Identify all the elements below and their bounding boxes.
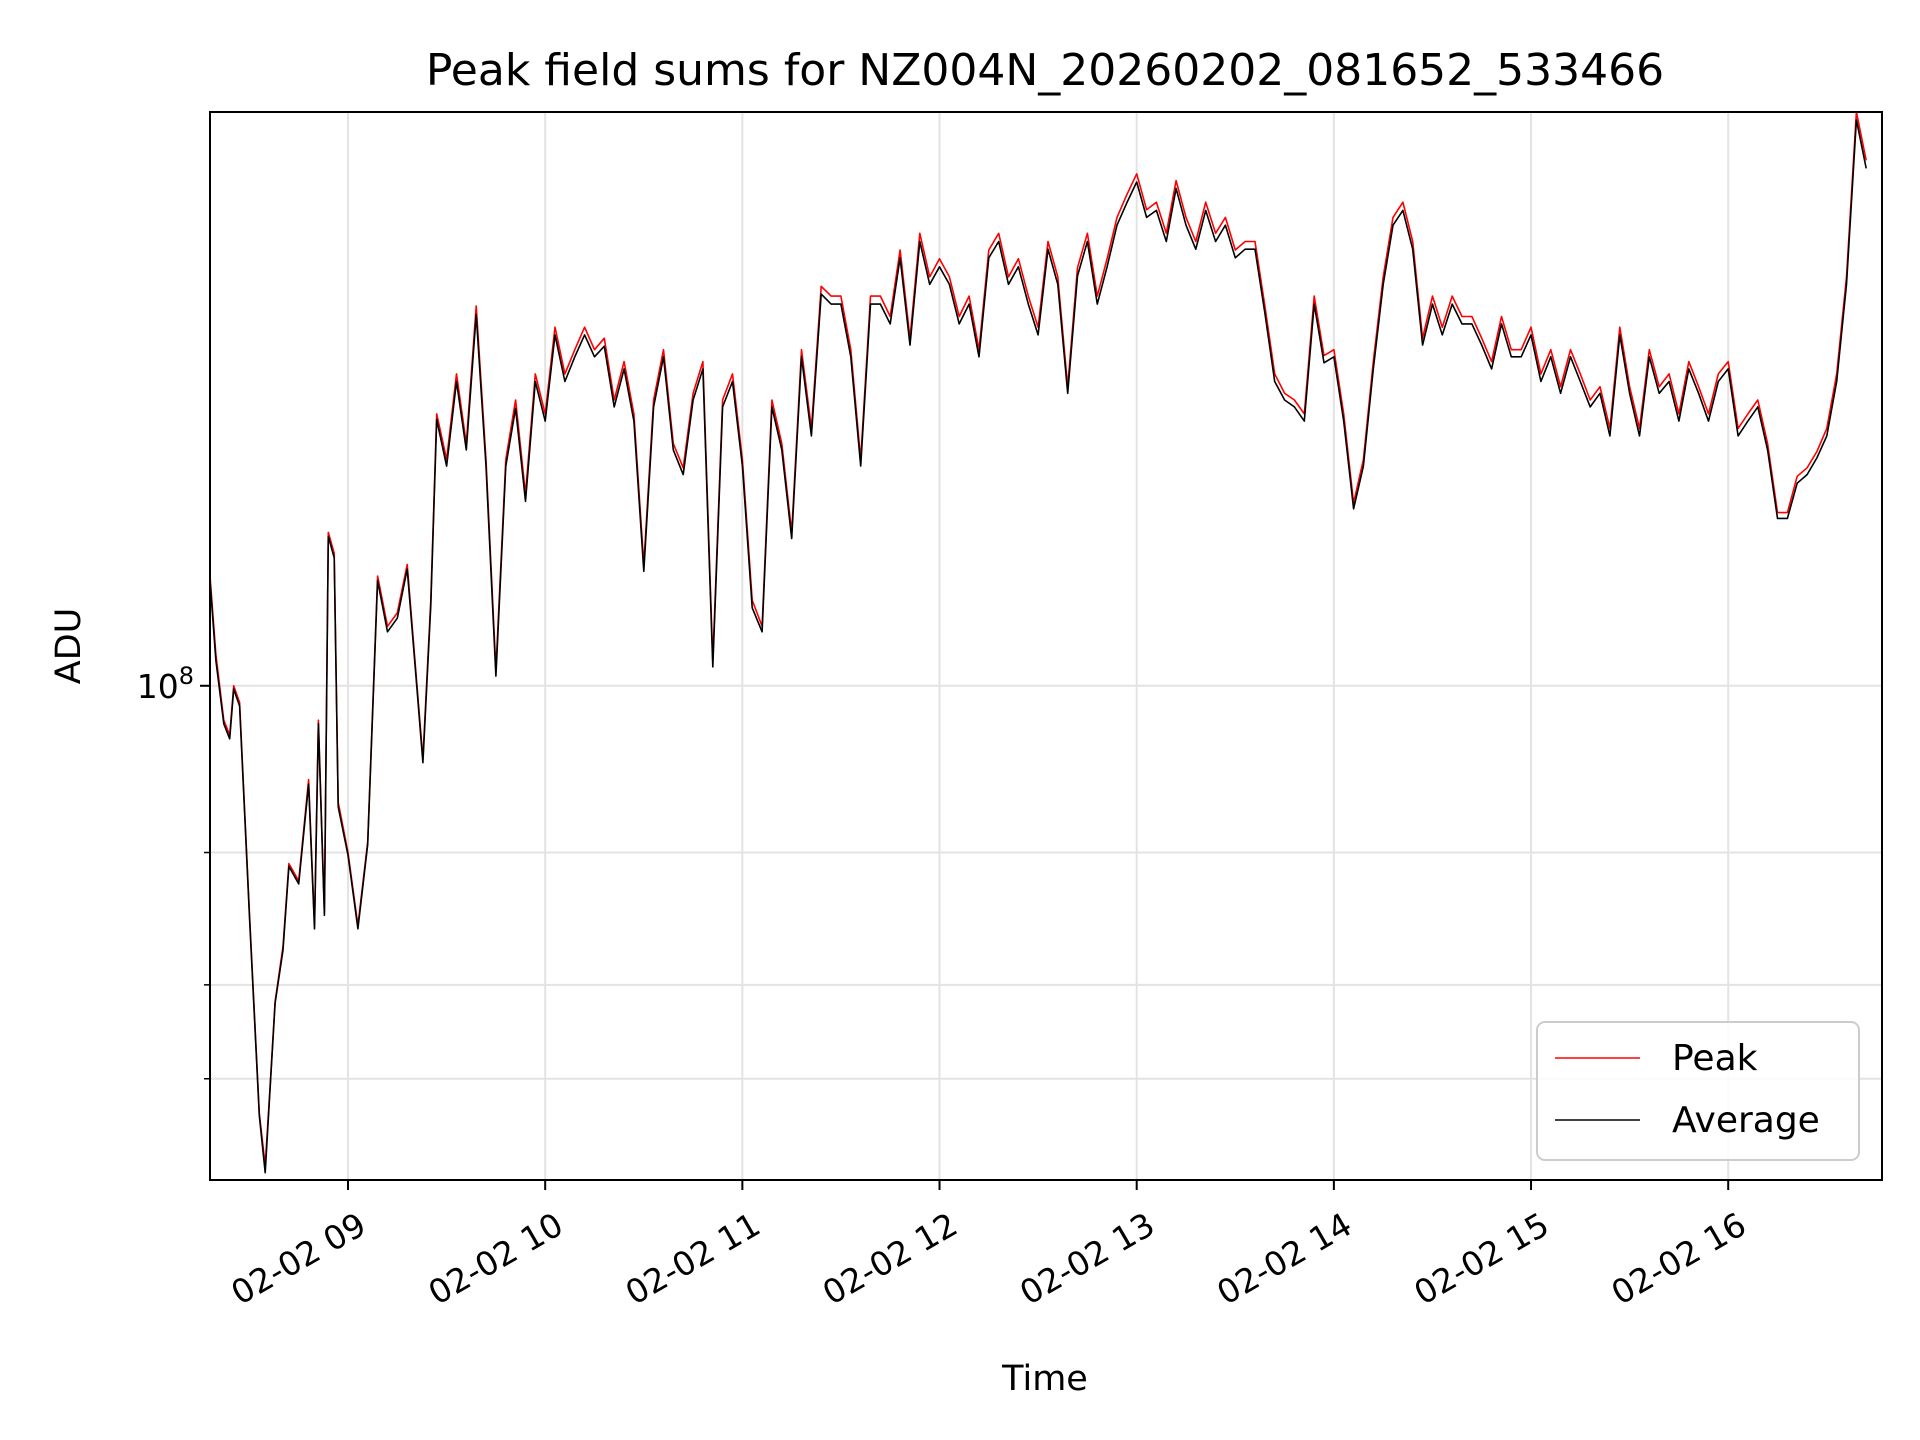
chart-title: Peak field sums for NZ004N_20260202_0816… <box>426 45 1664 96</box>
y-axis-label: ADU <box>49 608 89 685</box>
series-layer <box>209 111 1867 1174</box>
legend-box <box>1536 1021 1860 1161</box>
x-axis-label: Time <box>1001 1359 1088 1399</box>
legend-label-average: Average <box>1672 1100 1820 1141</box>
legend: Peak Average <box>1536 1021 1860 1161</box>
plot-frame <box>209 111 1883 1181</box>
legend-label-peak: Peak <box>1672 1038 1758 1079</box>
y-tick-label: 108 <box>137 662 194 706</box>
series-line-average <box>209 119 1867 1174</box>
